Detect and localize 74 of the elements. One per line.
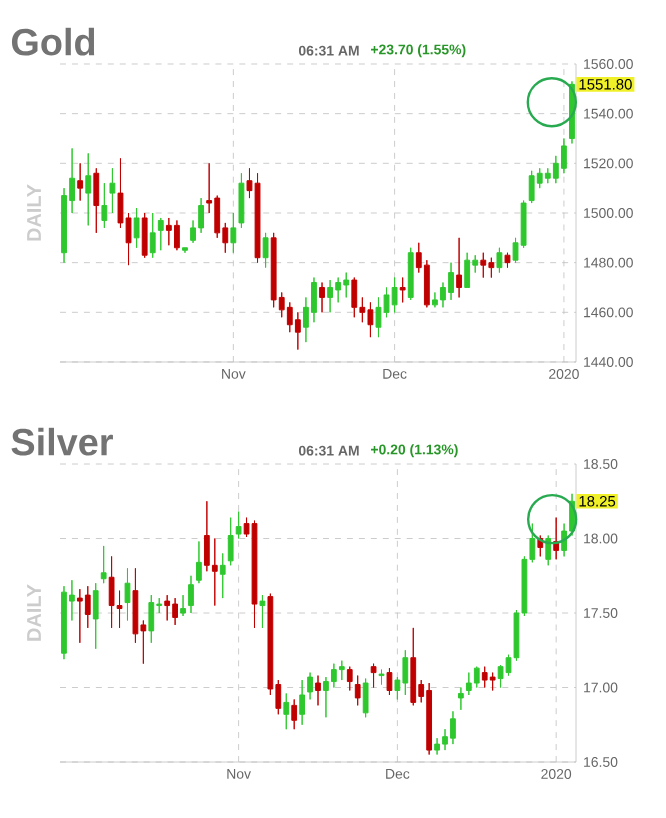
candlestick xyxy=(480,252,487,279)
candlestick xyxy=(362,678,369,718)
candlestick xyxy=(343,272,350,298)
candlestick xyxy=(386,667,393,696)
candlestick xyxy=(426,682,433,756)
candlestick xyxy=(354,675,361,706)
candlestick xyxy=(407,247,414,301)
candlestick xyxy=(402,649,409,696)
candlestick xyxy=(458,687,464,711)
candlestick xyxy=(133,207,140,249)
chart-title: Gold xyxy=(11,27,95,56)
candlestick xyxy=(180,594,186,617)
candlestick xyxy=(109,167,116,214)
candlestick xyxy=(230,212,237,254)
candlestick xyxy=(327,279,334,313)
candlestick xyxy=(473,666,480,688)
candlestick xyxy=(283,692,290,730)
candlestick xyxy=(76,588,83,644)
candlestick xyxy=(319,282,325,313)
candlestick xyxy=(148,594,155,644)
candlestick xyxy=(196,540,202,584)
candlestick xyxy=(370,663,377,688)
candlestick xyxy=(251,520,258,629)
candlestick xyxy=(262,232,269,269)
candlestick xyxy=(399,277,406,303)
candlestick xyxy=(299,679,306,726)
candlestick xyxy=(149,212,156,259)
candlestick xyxy=(456,237,463,298)
candlestick xyxy=(238,172,245,229)
candlestick xyxy=(165,217,172,246)
candlestick xyxy=(227,517,234,566)
candlestick xyxy=(431,291,438,308)
candlestick xyxy=(172,597,178,626)
candlestick xyxy=(450,710,456,745)
candlestick xyxy=(434,737,440,756)
candlestick xyxy=(219,552,226,599)
candlestick xyxy=(93,167,100,234)
candlestick xyxy=(100,545,107,584)
candlestick xyxy=(448,262,454,301)
candlestick xyxy=(173,219,180,251)
candlestick xyxy=(346,666,353,691)
candlestick xyxy=(157,217,164,251)
candlestick xyxy=(108,555,115,629)
candlestick xyxy=(61,585,67,660)
candlestick xyxy=(315,675,321,706)
candlestick xyxy=(101,182,108,229)
candlestick xyxy=(182,247,188,254)
candlestick xyxy=(307,672,313,700)
candlestick xyxy=(488,257,495,279)
candlestick xyxy=(254,172,261,264)
candlestick xyxy=(528,170,535,204)
candlestick xyxy=(77,162,84,202)
candlestick xyxy=(496,247,503,274)
candlestick xyxy=(141,212,148,259)
candlestick xyxy=(235,511,242,539)
candlestick xyxy=(92,582,99,650)
candlestick xyxy=(291,698,298,730)
candlestick xyxy=(410,627,417,706)
candlestick xyxy=(164,594,171,621)
candlestick xyxy=(465,672,472,696)
candlestick xyxy=(489,672,496,691)
candlestick xyxy=(188,575,194,614)
candlestick xyxy=(367,301,374,338)
candlestick xyxy=(464,252,471,288)
candlestick xyxy=(259,594,266,629)
candlestick xyxy=(378,669,385,686)
candlestick xyxy=(85,152,92,226)
candlestick xyxy=(124,567,131,621)
candlestick xyxy=(351,277,358,318)
candlestick xyxy=(338,660,345,681)
candlestick xyxy=(481,666,488,688)
candlestick xyxy=(504,252,511,269)
candlestick xyxy=(391,277,398,313)
chart-title: Silver xyxy=(11,427,113,456)
